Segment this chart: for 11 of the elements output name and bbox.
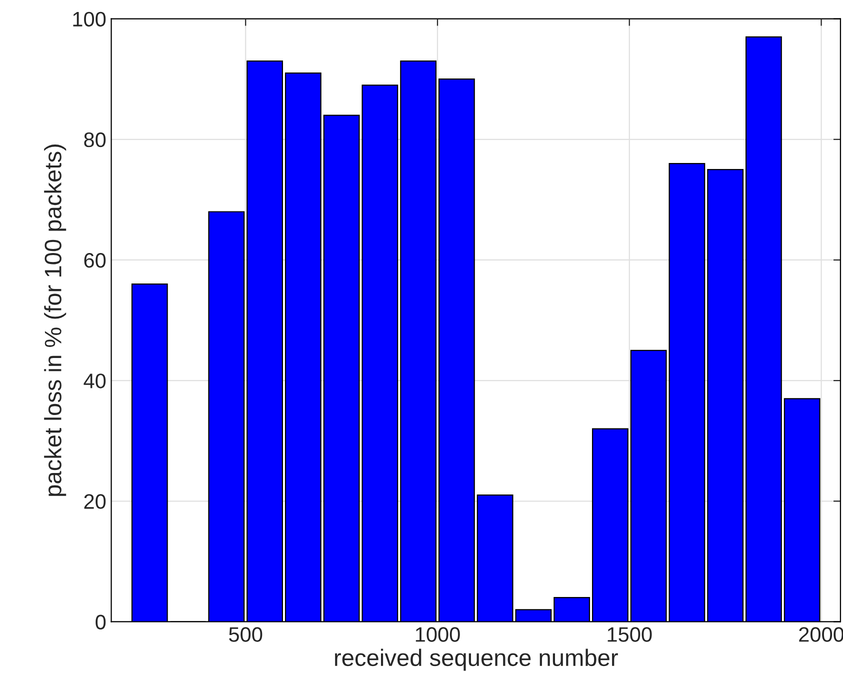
y-tick-label: 0 <box>96 614 106 630</box>
y-tick-label: 40 <box>84 374 106 388</box>
x-tick-label: 1500 <box>608 627 652 642</box>
y-axis-title: packet loss in % (for 100 packets) <box>44 144 66 496</box>
y-tick-label: 100 <box>73 12 106 27</box>
y-tick-label: 60 <box>84 252 106 268</box>
x-tick-label: 1000 <box>416 627 460 642</box>
x-tick-label: 500 <box>229 627 262 642</box>
y-tick-label: 80 <box>84 132 106 148</box>
x-axis-title: received sequence number <box>335 648 618 671</box>
y-tick-label: 20 <box>84 494 106 509</box>
